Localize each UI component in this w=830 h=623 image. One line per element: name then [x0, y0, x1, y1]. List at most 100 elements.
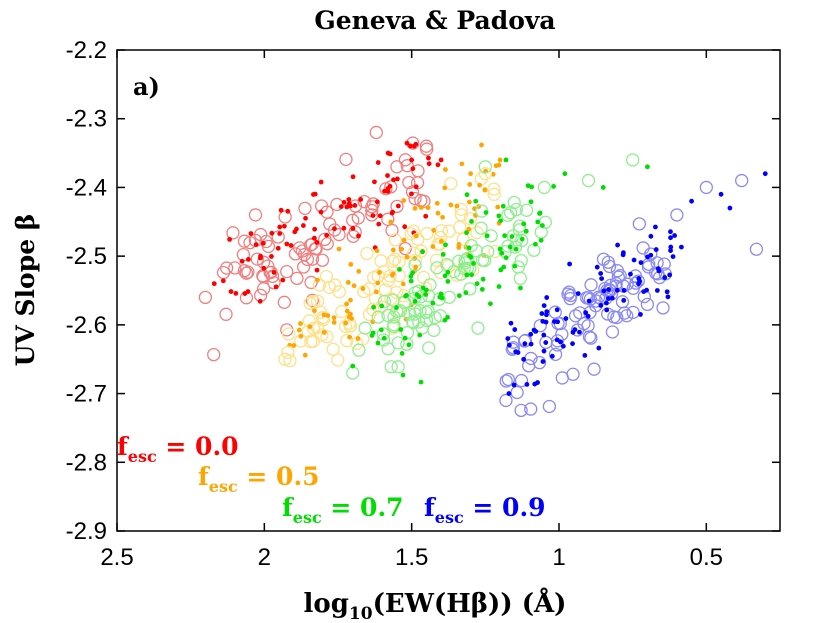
geneva-point — [653, 224, 658, 230]
padova-point — [381, 308, 395, 323]
padova-point — [463, 212, 478, 226]
geneva-point — [502, 233, 508, 239]
geneva-point — [537, 210, 543, 216]
geneva-point — [560, 343, 566, 349]
geneva-point — [314, 267, 320, 273]
geneva-point — [347, 334, 353, 340]
geneva-point — [631, 257, 637, 263]
geneva-point — [277, 224, 283, 230]
padova-point — [421, 304, 435, 318]
padova-point — [499, 374, 513, 388]
series-0 — [198, 125, 444, 362]
padova-point — [474, 221, 488, 235]
geneva-point — [321, 330, 327, 335]
padova-point — [357, 194, 371, 209]
x-tick-label: 2 — [258, 544, 271, 571]
padova-point — [315, 253, 330, 267]
padova-point — [626, 153, 640, 167]
geneva-point — [528, 341, 534, 347]
padova-point — [379, 182, 393, 196]
padova-point — [393, 304, 408, 318]
geneva-point — [468, 171, 473, 177]
geneva-point — [338, 204, 344, 210]
geneva-point — [443, 242, 448, 248]
geneva-point — [273, 284, 279, 290]
geneva-point — [440, 214, 445, 220]
geneva-point — [438, 291, 444, 297]
padova-point — [332, 227, 346, 242]
geneva-point — [239, 258, 245, 264]
geneva-point — [344, 204, 350, 210]
geneva-point — [399, 246, 405, 252]
legend-entry-3: fesc = 0.9 — [424, 493, 546, 527]
geneva-point — [376, 221, 382, 227]
geneva-point — [621, 287, 627, 293]
geneva-point — [378, 327, 384, 333]
geneva-point — [665, 294, 671, 300]
geneva-point — [350, 226, 356, 231]
chart-title: Geneva & Padova — [314, 6, 555, 35]
padova-point — [506, 341, 521, 355]
geneva-point — [318, 209, 324, 215]
y-tick-label: -2.2 — [66, 37, 107, 64]
geneva-point — [572, 327, 578, 332]
geneva-point — [582, 352, 588, 358]
plot-frame — [116, 49, 781, 532]
geneva-point — [404, 254, 410, 260]
geneva-point — [463, 290, 469, 296]
padova-point — [464, 238, 478, 253]
padova-point — [519, 203, 534, 217]
geneva-point — [535, 219, 541, 225]
padova-point — [548, 305, 562, 319]
geneva-point — [395, 203, 401, 209]
padova-point — [749, 242, 764, 256]
geneva-point — [409, 191, 414, 197]
padova-point — [420, 226, 434, 241]
geneva-point — [288, 243, 294, 248]
data-points — [198, 125, 768, 418]
padova-point — [512, 219, 527, 233]
geneva-point — [636, 275, 642, 281]
geneva-point — [511, 382, 517, 388]
x-axis-label: log10(EW(Hβ)) (Å) — [304, 588, 567, 623]
padova-point — [320, 330, 334, 344]
padova-point — [365, 200, 379, 214]
legend-entry-1: fesc = 0.5 — [198, 462, 320, 496]
geneva-point — [382, 188, 387, 194]
geneva-point — [512, 327, 518, 332]
padova-point — [506, 229, 520, 243]
geneva-point — [620, 250, 626, 256]
geneva-point — [469, 219, 474, 224]
padova-point — [591, 290, 606, 304]
geneva-point — [318, 179, 324, 185]
geneva-point — [445, 279, 451, 284]
padova-point — [267, 276, 281, 290]
geneva-point — [570, 341, 575, 347]
geneva-point — [464, 272, 470, 278]
geneva-point — [277, 231, 283, 236]
geneva-point — [505, 336, 511, 341]
geneva-point — [311, 235, 317, 241]
geneva-point — [604, 300, 609, 306]
geneva-point — [346, 197, 352, 202]
geneva-point — [442, 185, 448, 191]
y-tick-label: -2.4 — [66, 174, 107, 201]
padova-point — [632, 217, 647, 231]
padova-point — [458, 254, 472, 268]
geneva-point — [551, 184, 556, 189]
padova-point — [390, 160, 404, 174]
geneva-point — [358, 197, 364, 202]
geneva-point — [401, 237, 407, 243]
padova-point — [406, 224, 421, 238]
x-axis-label-log: log — [304, 589, 349, 619]
padova-point — [416, 270, 431, 284]
geneva-point — [521, 356, 527, 362]
x-axis-label-rest: (EW(Hβ)) (Å) — [373, 588, 567, 619]
padova-point — [352, 343, 366, 357]
geneva-point — [331, 315, 337, 321]
geneva-point — [507, 244, 513, 250]
geneva-point — [615, 242, 620, 248]
padova-point — [385, 223, 399, 238]
padova-point — [471, 321, 485, 335]
